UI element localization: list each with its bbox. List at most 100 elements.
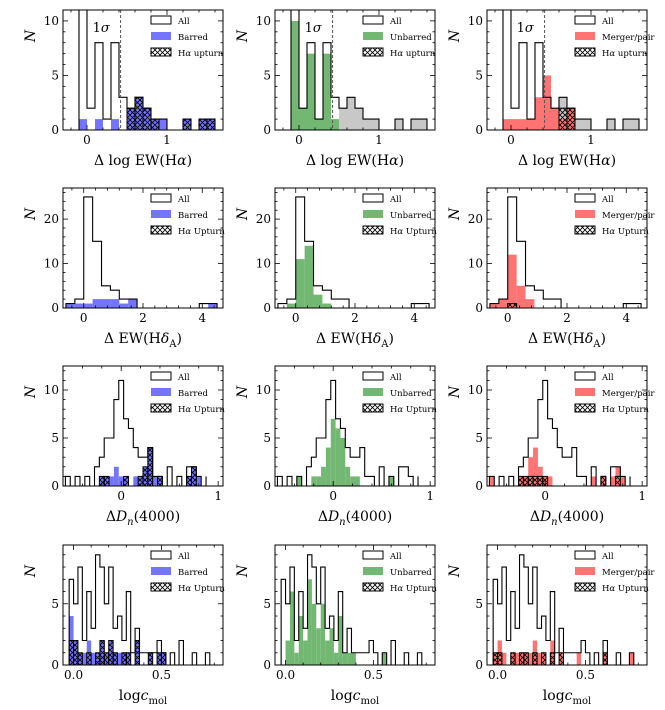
- upturn-bar: [108, 640, 114, 665]
- x-axis-label: Δ log EW(Hα): [306, 153, 404, 169]
- upturn-bar: [99, 640, 105, 665]
- subset-bar: [501, 652, 507, 665]
- legend: All Barred Hα upturn: [150, 15, 224, 59]
- subset-bar: [528, 457, 534, 486]
- legend: All Unbarred Hα Upturn: [362, 550, 437, 594]
- subset-bar: [291, 20, 299, 130]
- legend-label-all: All: [601, 195, 614, 205]
- upturn-bar: [123, 475, 129, 486]
- x-axis-label: logcmol: [331, 688, 379, 707]
- subset-bar: [296, 476, 302, 486]
- y-tick-label: 5: [263, 597, 271, 611]
- subset-bar: [119, 303, 129, 308]
- y-tick-label: 0: [263, 301, 271, 315]
- legend-label-all: All: [177, 195, 190, 205]
- subset-bar: [576, 652, 582, 665]
- legend-swatch-subset: [363, 210, 383, 218]
- subset-bar: [208, 303, 218, 308]
- upturn-bar: [73, 640, 79, 665]
- legend-swatch-upturn: [574, 225, 596, 235]
- upturn-bar: [86, 652, 92, 665]
- subset-bar: [340, 438, 346, 486]
- x-tick-label: 0: [83, 133, 91, 147]
- subset-bar: [316, 628, 321, 665]
- y-tick-label: 20: [44, 212, 59, 226]
- subset-bar: [196, 476, 202, 486]
- subset-bar: [133, 476, 139, 486]
- legend-label-upturn: Hα Upturn: [178, 227, 225, 237]
- x-tick-label: 0: [117, 489, 125, 503]
- y-tick-label: 10: [44, 14, 59, 28]
- legend-swatch-subset: [151, 388, 171, 396]
- upturn-bar: [602, 652, 608, 665]
- legend: All Merger/pair Hα Upturn: [574, 550, 655, 594]
- subset-bar: [82, 652, 87, 665]
- subset-bar: [322, 303, 332, 308]
- legend-label-all: All: [601, 17, 614, 27]
- panel-1-0: 0 2 4 0 10 20 N Δ EW(HδA) All Barred Hα Upturn: [23, 187, 225, 350]
- upturn-bar: [134, 640, 140, 665]
- legend-label-subset: Unbarred: [390, 211, 432, 221]
- axes-frame: [486, 9, 648, 131]
- legend-label-upturn: Hα Upturn: [390, 405, 437, 415]
- legend-label-upturn: Hα upturn: [390, 49, 436, 59]
- upturn-bar: [614, 475, 621, 486]
- legend-label-subset: Merger/pair: [602, 389, 655, 399]
- legend: All Unbarred Hα upturn: [362, 15, 436, 59]
- subset-bar: [543, 75, 551, 130]
- y-tick-label: 0: [475, 301, 483, 315]
- y-tick-label: 10: [468, 14, 483, 28]
- y-tick-label: 0: [475, 479, 483, 493]
- y-tick-label: 10: [468, 257, 483, 271]
- upturn-bar: [198, 118, 208, 130]
- x-axis-label: ΔDn(4000): [106, 509, 180, 528]
- y-tick-label: 20: [468, 212, 483, 226]
- x-tick-label: 4: [198, 311, 206, 325]
- all-histogram-outline: [65, 196, 218, 308]
- axes-frame: [62, 365, 224, 487]
- subset-bar: [355, 476, 360, 486]
- y-tick-label: 5: [51, 68, 59, 82]
- subset-bar: [525, 299, 535, 308]
- legend-label-all: All: [177, 373, 190, 383]
- subset-bar: [610, 476, 616, 486]
- legend-label-upturn: Hα Upturn: [390, 227, 437, 237]
- legend-swatch-subset: [575, 567, 595, 575]
- legend-label-all: All: [389, 373, 402, 383]
- upturn-bar: [541, 652, 547, 665]
- y-tick-label: 5: [263, 68, 271, 82]
- y-tick-label: 10: [256, 14, 271, 28]
- plot-area: [71, 10, 216, 130]
- subset-bar: [350, 476, 355, 486]
- y-tick-label: 0: [51, 301, 59, 315]
- y-tick-label: 5: [475, 597, 483, 611]
- subset-bar: [335, 428, 341, 486]
- upturn-bar: [147, 652, 154, 665]
- x-tick-label: 1: [163, 133, 171, 147]
- y-tick-label: 10: [44, 383, 59, 397]
- legend-swatch-upturn: [362, 582, 384, 592]
- y-tick-label: 0: [51, 658, 59, 672]
- y-axis-label: N: [235, 207, 251, 221]
- subset-bar: [511, 119, 519, 130]
- sigma-annotation: 1σ: [93, 21, 111, 36]
- legend-swatch-all: [362, 193, 384, 203]
- y-axis-label: N: [235, 29, 251, 43]
- legend: All Barred Hα Upturn: [150, 550, 225, 594]
- axes-frame: [486, 544, 648, 666]
- legend-label-subset: Barred: [178, 568, 208, 578]
- x-tick-label: 0.5: [152, 668, 171, 682]
- x-tick-label: 0.0: [276, 668, 295, 682]
- subset-bar: [527, 119, 535, 130]
- legend-swatch-all: [362, 550, 384, 560]
- subset-bar: [92, 299, 102, 308]
- subset-bar: [152, 476, 158, 486]
- legend: All Merger/pair Hα Upturn: [574, 193, 655, 237]
- y-tick-label: 0: [263, 123, 271, 137]
- legend-swatch-subset: [363, 32, 383, 40]
- all-histogram-outline: [495, 10, 640, 130]
- legend-label-all: All: [389, 195, 402, 205]
- legend-label-subset: Unbarred: [390, 33, 432, 43]
